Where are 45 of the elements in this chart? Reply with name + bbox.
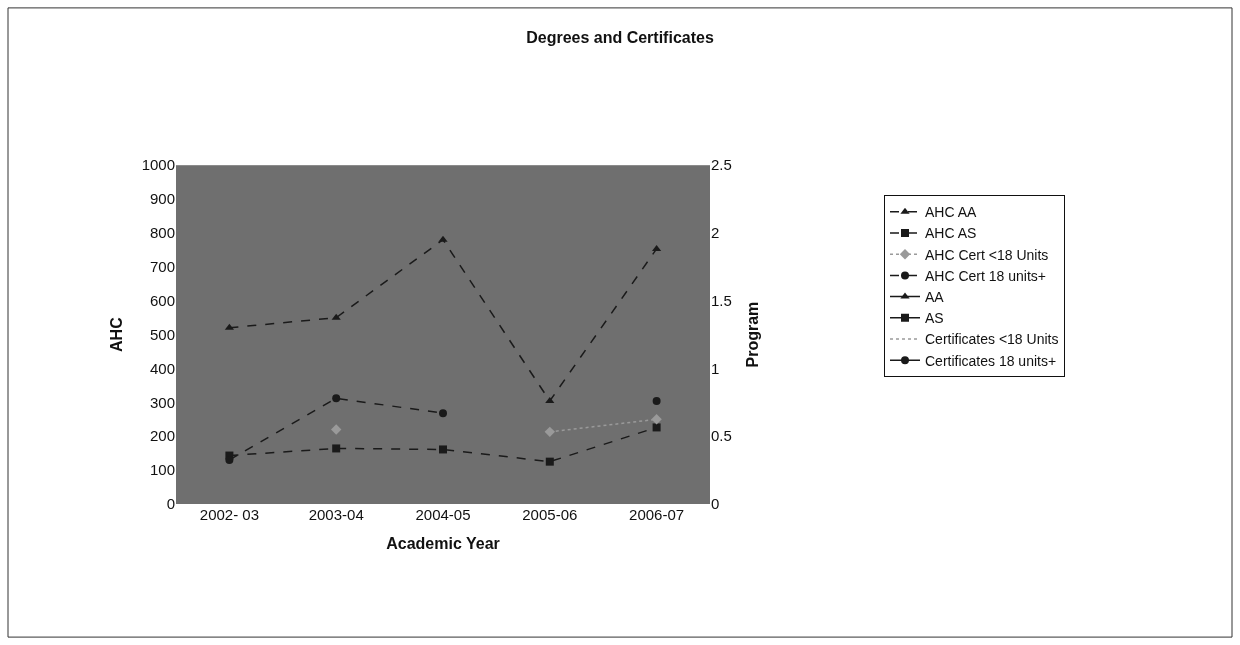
y-tick-label: 0: [166, 495, 175, 513]
legend-label: Certificates <18 Units: [925, 331, 1059, 348]
legend-label: AHC Cert 18 units+: [925, 267, 1046, 284]
y-tick-label: 600: [149, 291, 175, 309]
legend-label: AHC Cert <18 Units: [925, 246, 1049, 263]
y2-tick-label: 1: [711, 359, 720, 377]
x-tick-label: 2003-04: [308, 506, 364, 523]
x-tick-label: 2005-06: [522, 506, 578, 523]
y2-tick-label: 2.5: [711, 156, 732, 174]
y-tick-label: 300: [149, 393, 175, 411]
point: [331, 313, 341, 320]
chart-title: Degrees and Certificates: [526, 29, 714, 47]
legend-label: AS: [925, 310, 944, 327]
point: [544, 426, 555, 438]
y2-tick-label: 2: [711, 224, 720, 242]
y-tick-label: 1000: [141, 156, 175, 174]
legend-label: AHC AA: [925, 204, 978, 221]
point: [652, 423, 661, 432]
point: [438, 235, 448, 242]
y2-axis-title: Program: [743, 301, 761, 368]
y-axis-title: AHC: [107, 316, 125, 352]
point: [545, 457, 554, 466]
y-tick-label: 200: [149, 427, 175, 445]
y-tick-label: 500: [149, 325, 175, 343]
point: [439, 445, 447, 454]
y-tick-label: 800: [149, 224, 175, 242]
point: [332, 444, 341, 453]
point: [331, 424, 342, 435]
legend-label: AHC AS: [925, 225, 977, 242]
point: [439, 409, 447, 418]
y2-tick-label: 0.5: [711, 427, 732, 445]
y2-tick-label: 1.5: [711, 291, 732, 309]
y-tick-label: 100: [149, 461, 175, 479]
legend-label: AA: [925, 289, 945, 306]
point: [332, 394, 341, 403]
y-tick-label: 900: [149, 190, 175, 208]
legend-label: Certificates 18 units+: [925, 352, 1057, 369]
x-tick-label: 2002- 03: [199, 506, 260, 523]
x-axis-title: Academic Year: [386, 534, 500, 552]
x-tick-label: 2006-07: [629, 506, 685, 523]
point: [651, 414, 662, 425]
y2-tick-label: 0: [711, 495, 720, 513]
y-tick-label: 400: [149, 359, 175, 377]
y-tick-label: 700: [149, 258, 175, 276]
x-tick-label: 2004-05: [415, 506, 471, 523]
